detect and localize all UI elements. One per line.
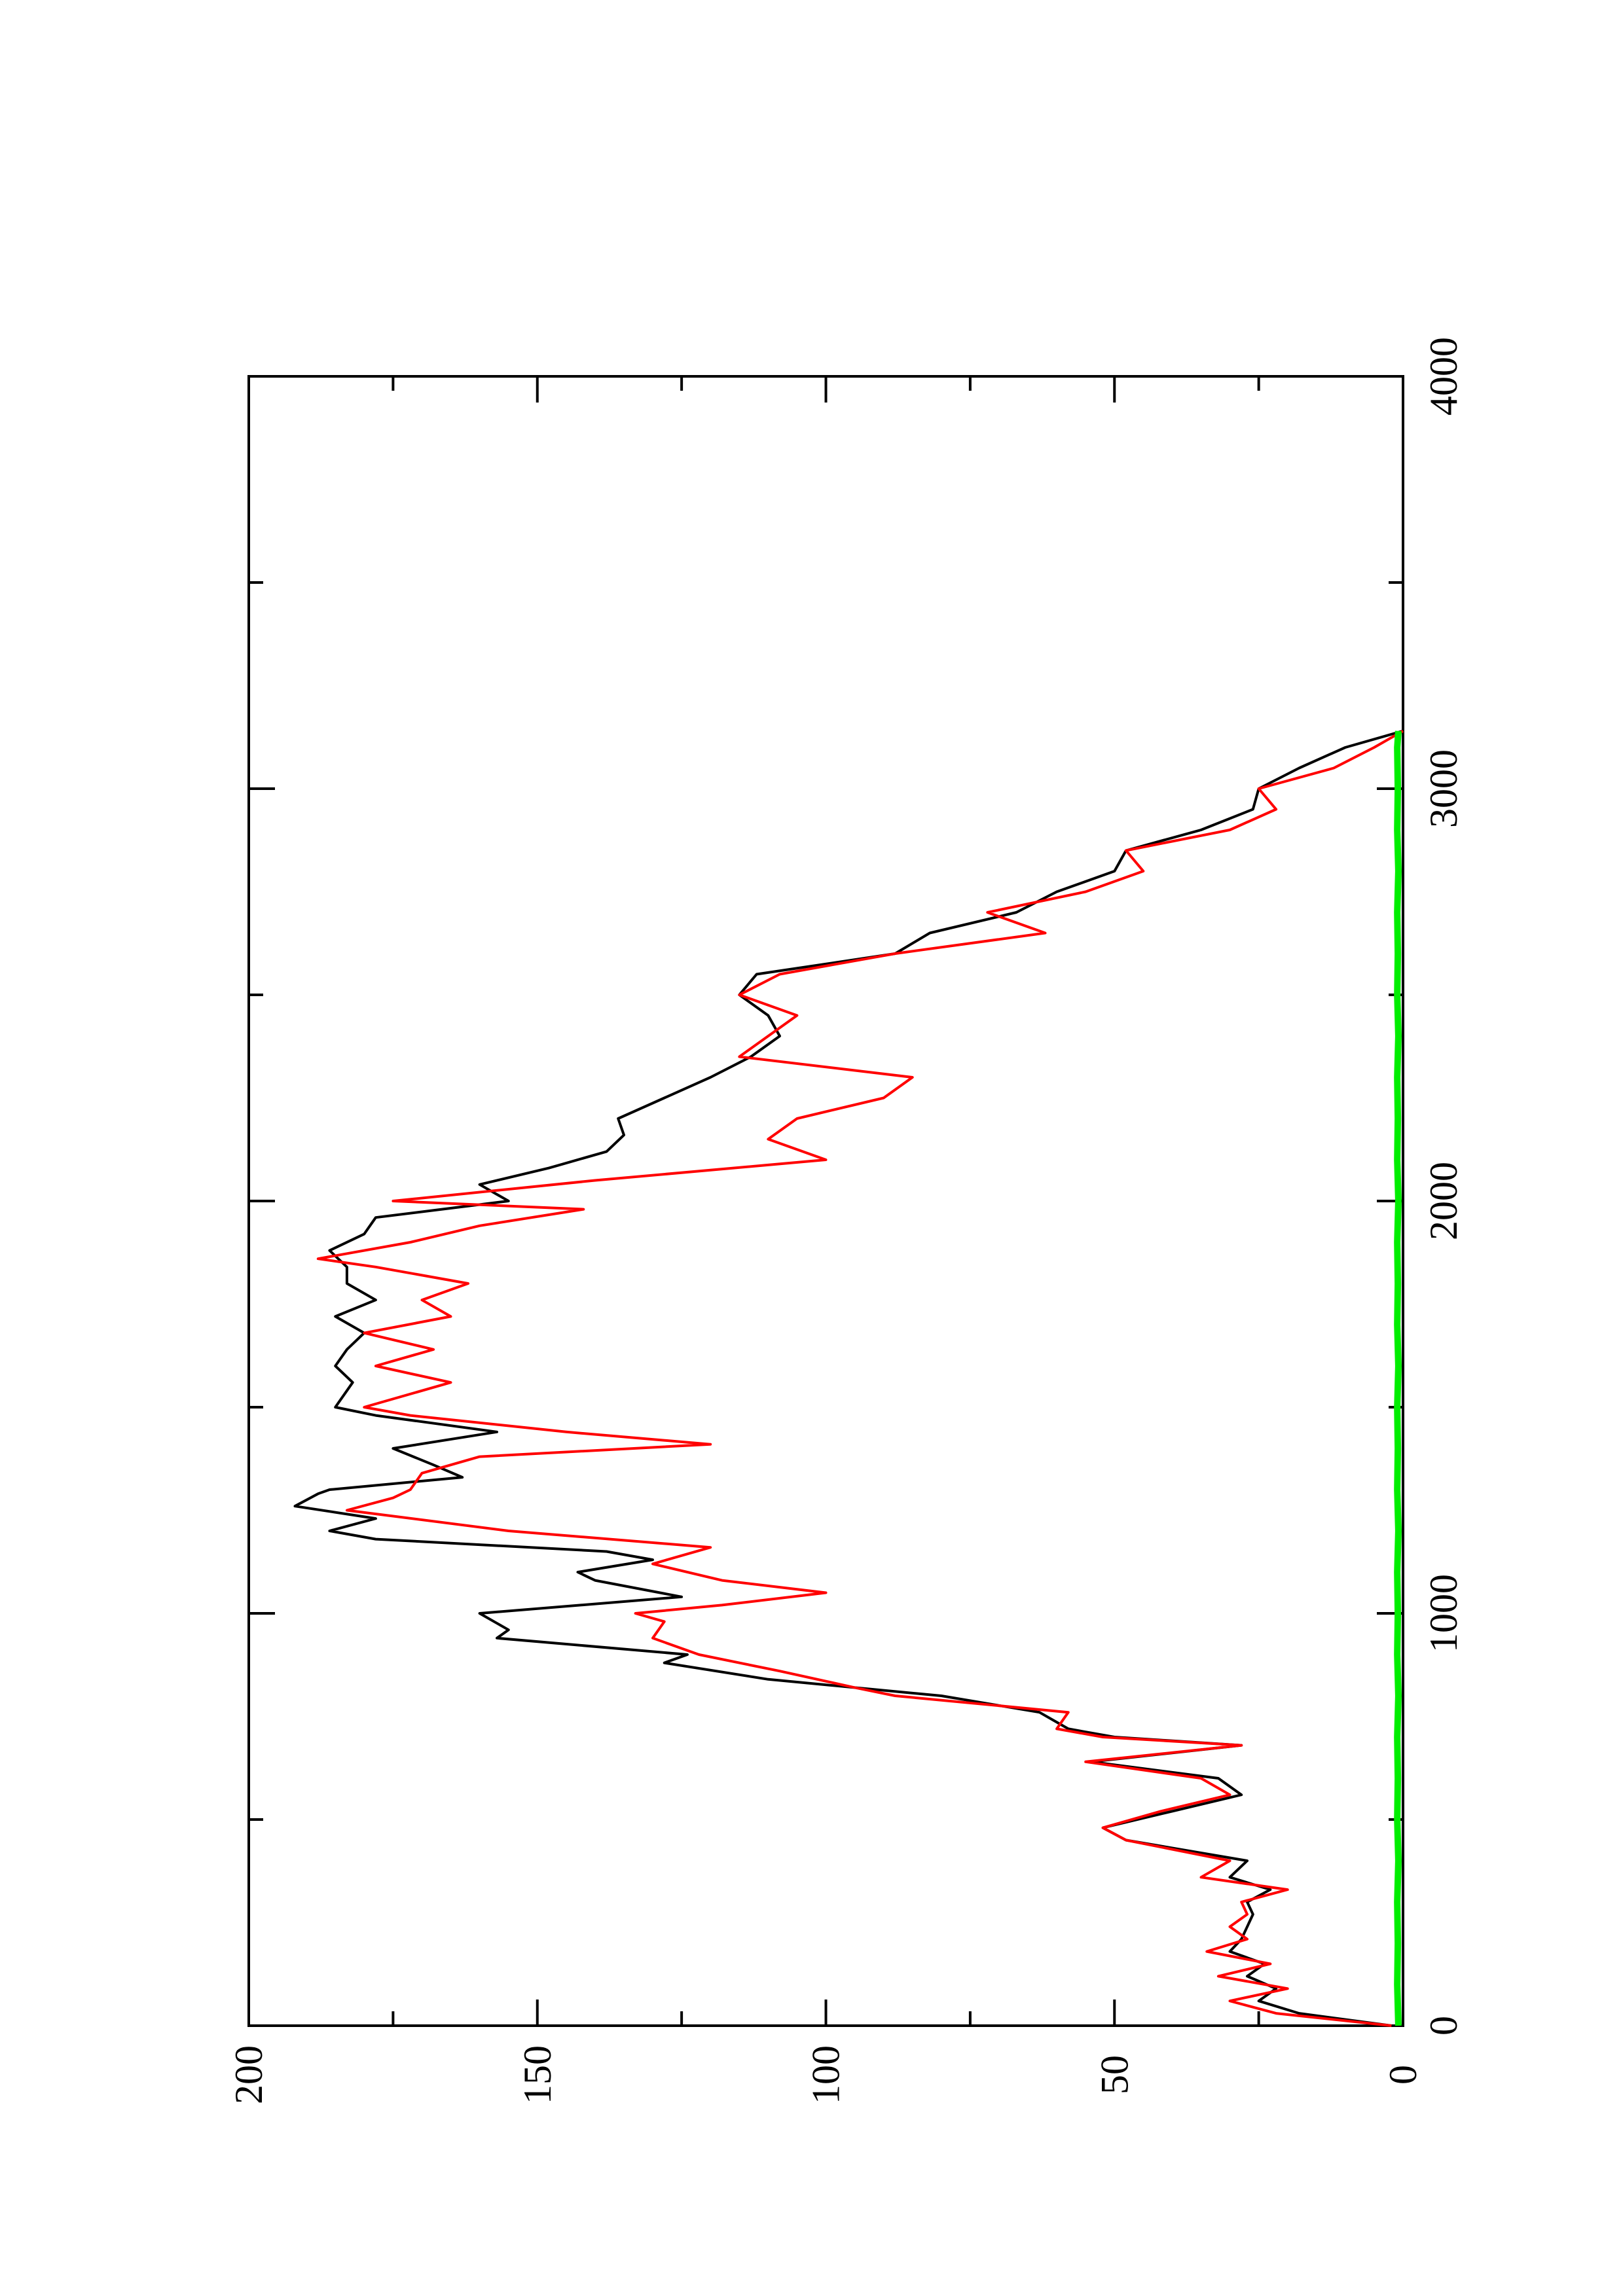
x-tick-label: 3000 bbox=[1422, 749, 1465, 828]
x-tick-label: 4000 bbox=[1422, 337, 1465, 416]
y-tick-label: 150 bbox=[516, 2045, 559, 2104]
x-tick-label: 2000 bbox=[1422, 1162, 1465, 1240]
series-red-line bbox=[316, 730, 1404, 2027]
x-tick-label: 0 bbox=[1422, 2016, 1465, 2036]
y-tick-label: 0 bbox=[1381, 2065, 1425, 2085]
y-tick-label: 200 bbox=[227, 2045, 270, 2104]
y-tick-label: 50 bbox=[1093, 2055, 1136, 2094]
x-tick-label: 1000 bbox=[1422, 1574, 1465, 1653]
data-series bbox=[293, 729, 1404, 2027]
series-black-line bbox=[293, 729, 1404, 2027]
tick-labels: 0 1000 2000 3000 4000 0 50 100 150 200 bbox=[227, 337, 1465, 2104]
y-tick-label: 100 bbox=[805, 2045, 848, 2104]
series-green-line bbox=[1394, 730, 1402, 2026]
